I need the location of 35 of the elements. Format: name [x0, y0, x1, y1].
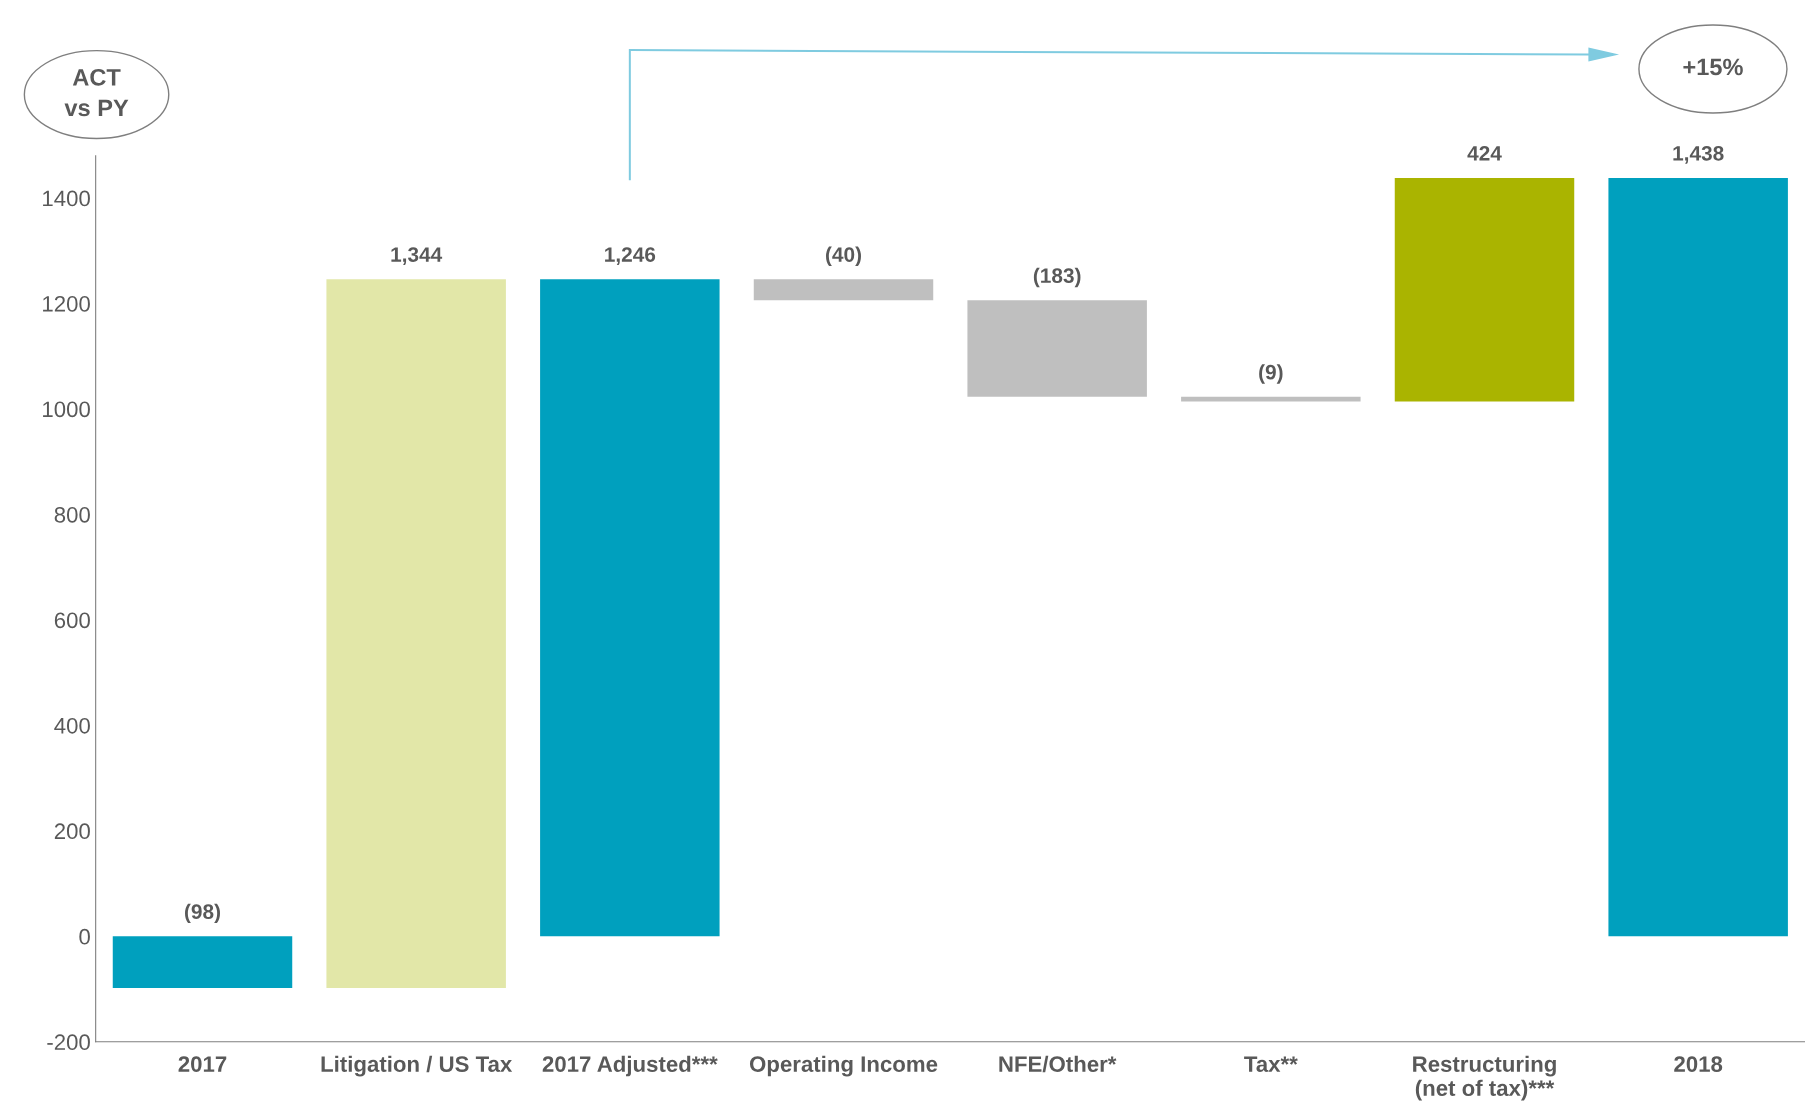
data-label: 424 — [1467, 145, 1502, 161]
y-tick-label: 400 — [54, 717, 90, 734]
y-tick-label: 600 — [54, 612, 90, 629]
text: ACT vs PY — [64, 68, 129, 117]
y-tick-label: 1400 — [43, 190, 90, 207]
x-tick-label: Litigation / US Tax — [321, 1055, 513, 1077]
data-label: (183) — [1033, 267, 1081, 288]
y-tick-label: 1200 — [43, 296, 90, 312]
data-label: (9) — [1259, 364, 1283, 384]
y-tick-label: 1000 — [43, 401, 90, 418]
x-tick-label: NFE/Other* — [999, 1055, 1117, 1073]
x-tick-label: Restructuring (net of tax)*** — [1413, 1055, 1556, 1101]
x-tick-label: Operating Income — [749, 1055, 938, 1077]
bar — [1181, 396, 1361, 402]
x-tick-label: 2017 — [178, 1056, 227, 1072]
bar — [967, 300, 1147, 397]
bar — [1394, 177, 1575, 402]
bar — [753, 279, 934, 301]
x-tick-label: 2018 — [1674, 1056, 1723, 1072]
bar — [540, 279, 720, 937]
text: +15% — [1683, 58, 1743, 76]
data-label: (40) — [826, 246, 861, 267]
y-tick-label: 800 — [54, 506, 90, 523]
data-label: (98) — [185, 903, 220, 924]
y-tick-label: -200 — [47, 1034, 90, 1051]
y-tick-label: 0 — [79, 928, 90, 945]
bar — [1608, 177, 1788, 937]
bar — [326, 279, 506, 988]
x-tick-label: 2017 Adjusted*** — [542, 1055, 718, 1077]
bar — [112, 936, 293, 988]
data-label: 1,344 — [391, 247, 443, 265]
data-label: 1,246 — [605, 247, 656, 265]
x-tick-label: Tax** — [1244, 1056, 1298, 1072]
y-tick-label: 200 — [54, 823, 90, 840]
data-label: 1,438 — [1673, 145, 1724, 164]
